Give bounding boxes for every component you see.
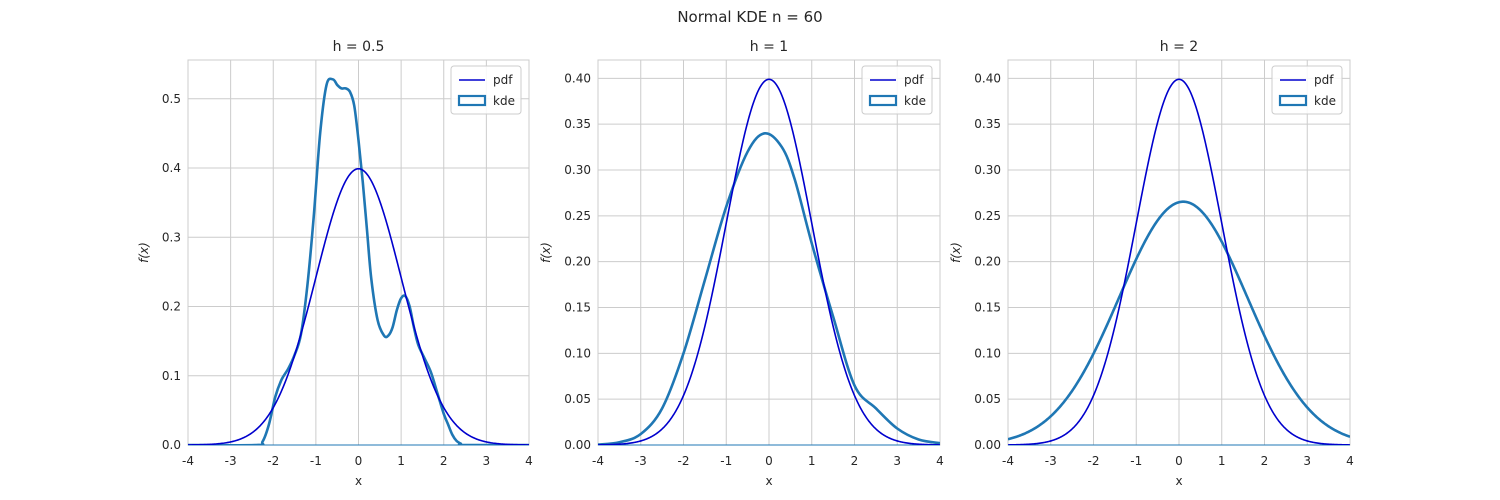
y-tick-label: 0.25 [974, 209, 1001, 223]
y-tick-label: 0.15 [564, 301, 591, 315]
x-tick-label: 3 [483, 454, 491, 468]
legend-swatch-kde [457, 94, 487, 107]
series-line-pdf [188, 167, 529, 445]
x-tick-label: -1 [720, 454, 732, 468]
figure-title: Normal KDE n = 60 [677, 8, 822, 26]
x-axis-label: x [765, 474, 772, 488]
x-tick-label: -3 [1045, 454, 1057, 468]
legend-label-pdf: pdf [904, 73, 924, 87]
x-tick-label: 4 [1346, 454, 1354, 468]
legend-swatch-kde [1278, 94, 1308, 107]
legend: pdf kde [861, 65, 933, 115]
legend-box [861, 65, 933, 115]
y-tick-label: 0.25 [564, 209, 591, 223]
series-line-pdf [598, 78, 940, 445]
legend-label-pdf: pdf [1314, 73, 1334, 87]
x-tick-label: 1 [808, 454, 816, 468]
x-tick-label: 0 [355, 454, 363, 468]
legend-label-kde: kde [904, 94, 926, 108]
subplot-title: h = 1 [750, 39, 788, 55]
legend-label-kde: kde [493, 94, 515, 108]
x-tick-label: 0 [765, 454, 773, 468]
y-tick-label: 0.30 [974, 163, 1001, 177]
y-axis-label: f(x) [137, 242, 151, 263]
y-tick-label: 0.3 [162, 230, 181, 244]
x-tick-label: -2 [267, 454, 279, 468]
x-tick-label: 1 [1218, 454, 1226, 468]
x-tick-label: -2 [678, 454, 690, 468]
y-tick-label: 0.10 [974, 346, 1001, 360]
y-axis-label: f(x) [539, 242, 553, 263]
y-tick-label: 0.30 [564, 163, 591, 177]
y-tick-label: 0.00 [974, 438, 1001, 452]
legend-swatch-kde [868, 94, 898, 107]
legend-label-pdf: pdf [493, 73, 513, 87]
x-tick-label: 0 [1175, 454, 1183, 468]
y-tick-label: 0.20 [564, 255, 591, 269]
subplot-title: h = 0.5 [333, 39, 385, 55]
legend-box [1271, 65, 1343, 115]
legend: pdf kde [450, 65, 522, 115]
y-tick-label: 0.2 [162, 300, 181, 314]
legend-label-kde: kde [1314, 94, 1336, 108]
x-tick-label: 2 [1261, 454, 1269, 468]
x-tick-label: -1 [310, 454, 322, 468]
x-tick-label: 3 [1303, 454, 1311, 468]
legend-box [450, 65, 522, 115]
series-line-kde [1008, 200, 1350, 441]
x-tick-label: 3 [893, 454, 901, 468]
x-axis-label: x [1175, 474, 1182, 488]
x-tick-label: 2 [440, 454, 448, 468]
y-tick-label: 0.35 [564, 117, 591, 131]
x-tick-label: -3 [225, 454, 237, 468]
subplot-1: -4 -3 -2 -1 0 1 2 3 4 0.0 0.1 0.2 0.3 0.4 0.5 h = 0.5 x f… [137, 39, 533, 488]
subplot-3: -4 -3 -2 -1 0 1 2 3 4 0.00 0.05 0.10 0.15 0.20 0.25 0.3… [949, 39, 1354, 488]
y-tick-label: 0.05 [564, 392, 591, 406]
x-tick-label: -1 [1130, 454, 1142, 468]
x-tick-label: 4 [525, 454, 533, 468]
y-tick-label: 0.05 [974, 392, 1001, 406]
x-tick-label: 4 [936, 454, 944, 468]
y-tick-label: 0.10 [564, 346, 591, 360]
y-tick-label: 0.40 [564, 71, 591, 85]
y-tick-label: 0.4 [162, 161, 181, 175]
y-axis-label: f(x) [949, 242, 963, 263]
series-line-kde [598, 132, 940, 445]
x-tick-label: 2 [851, 454, 859, 468]
x-tick-label: -4 [592, 454, 604, 468]
x-tick-label: -4 [182, 454, 194, 468]
legend: pdf kde [1271, 65, 1343, 115]
x-tick-label: -3 [635, 454, 647, 468]
y-tick-label: 0.15 [974, 301, 1001, 315]
x-tick-label: -2 [1088, 454, 1100, 468]
y-tick-label: 0.20 [974, 255, 1001, 269]
x-tick-label: 1 [397, 454, 405, 468]
y-tick-label: 0.00 [564, 438, 591, 452]
x-axis-label: x [355, 474, 362, 488]
y-tick-label: 0.1 [162, 369, 181, 383]
x-tick-label: -4 [1002, 454, 1014, 468]
series-line-pdf [1008, 78, 1350, 445]
y-tick-label: 0.35 [974, 117, 1001, 131]
subplot-2: -4 -3 -2 -1 0 1 2 3 4 0.00 0.05 0.10 0.15 0.20 0.25 0.3… [539, 39, 944, 488]
subplot-title: h = 2 [1160, 39, 1198, 55]
y-tick-label: 0.40 [974, 71, 1001, 85]
y-tick-label: 0.5 [162, 92, 181, 106]
y-tick-label: 0.0 [162, 438, 181, 452]
axes-group: -4 -3 -2 -1 0 1 2 3 4 0.0 0.1 0.2 0.3 0.4 0.5 h = 0.5 x f… [137, 39, 1354, 488]
